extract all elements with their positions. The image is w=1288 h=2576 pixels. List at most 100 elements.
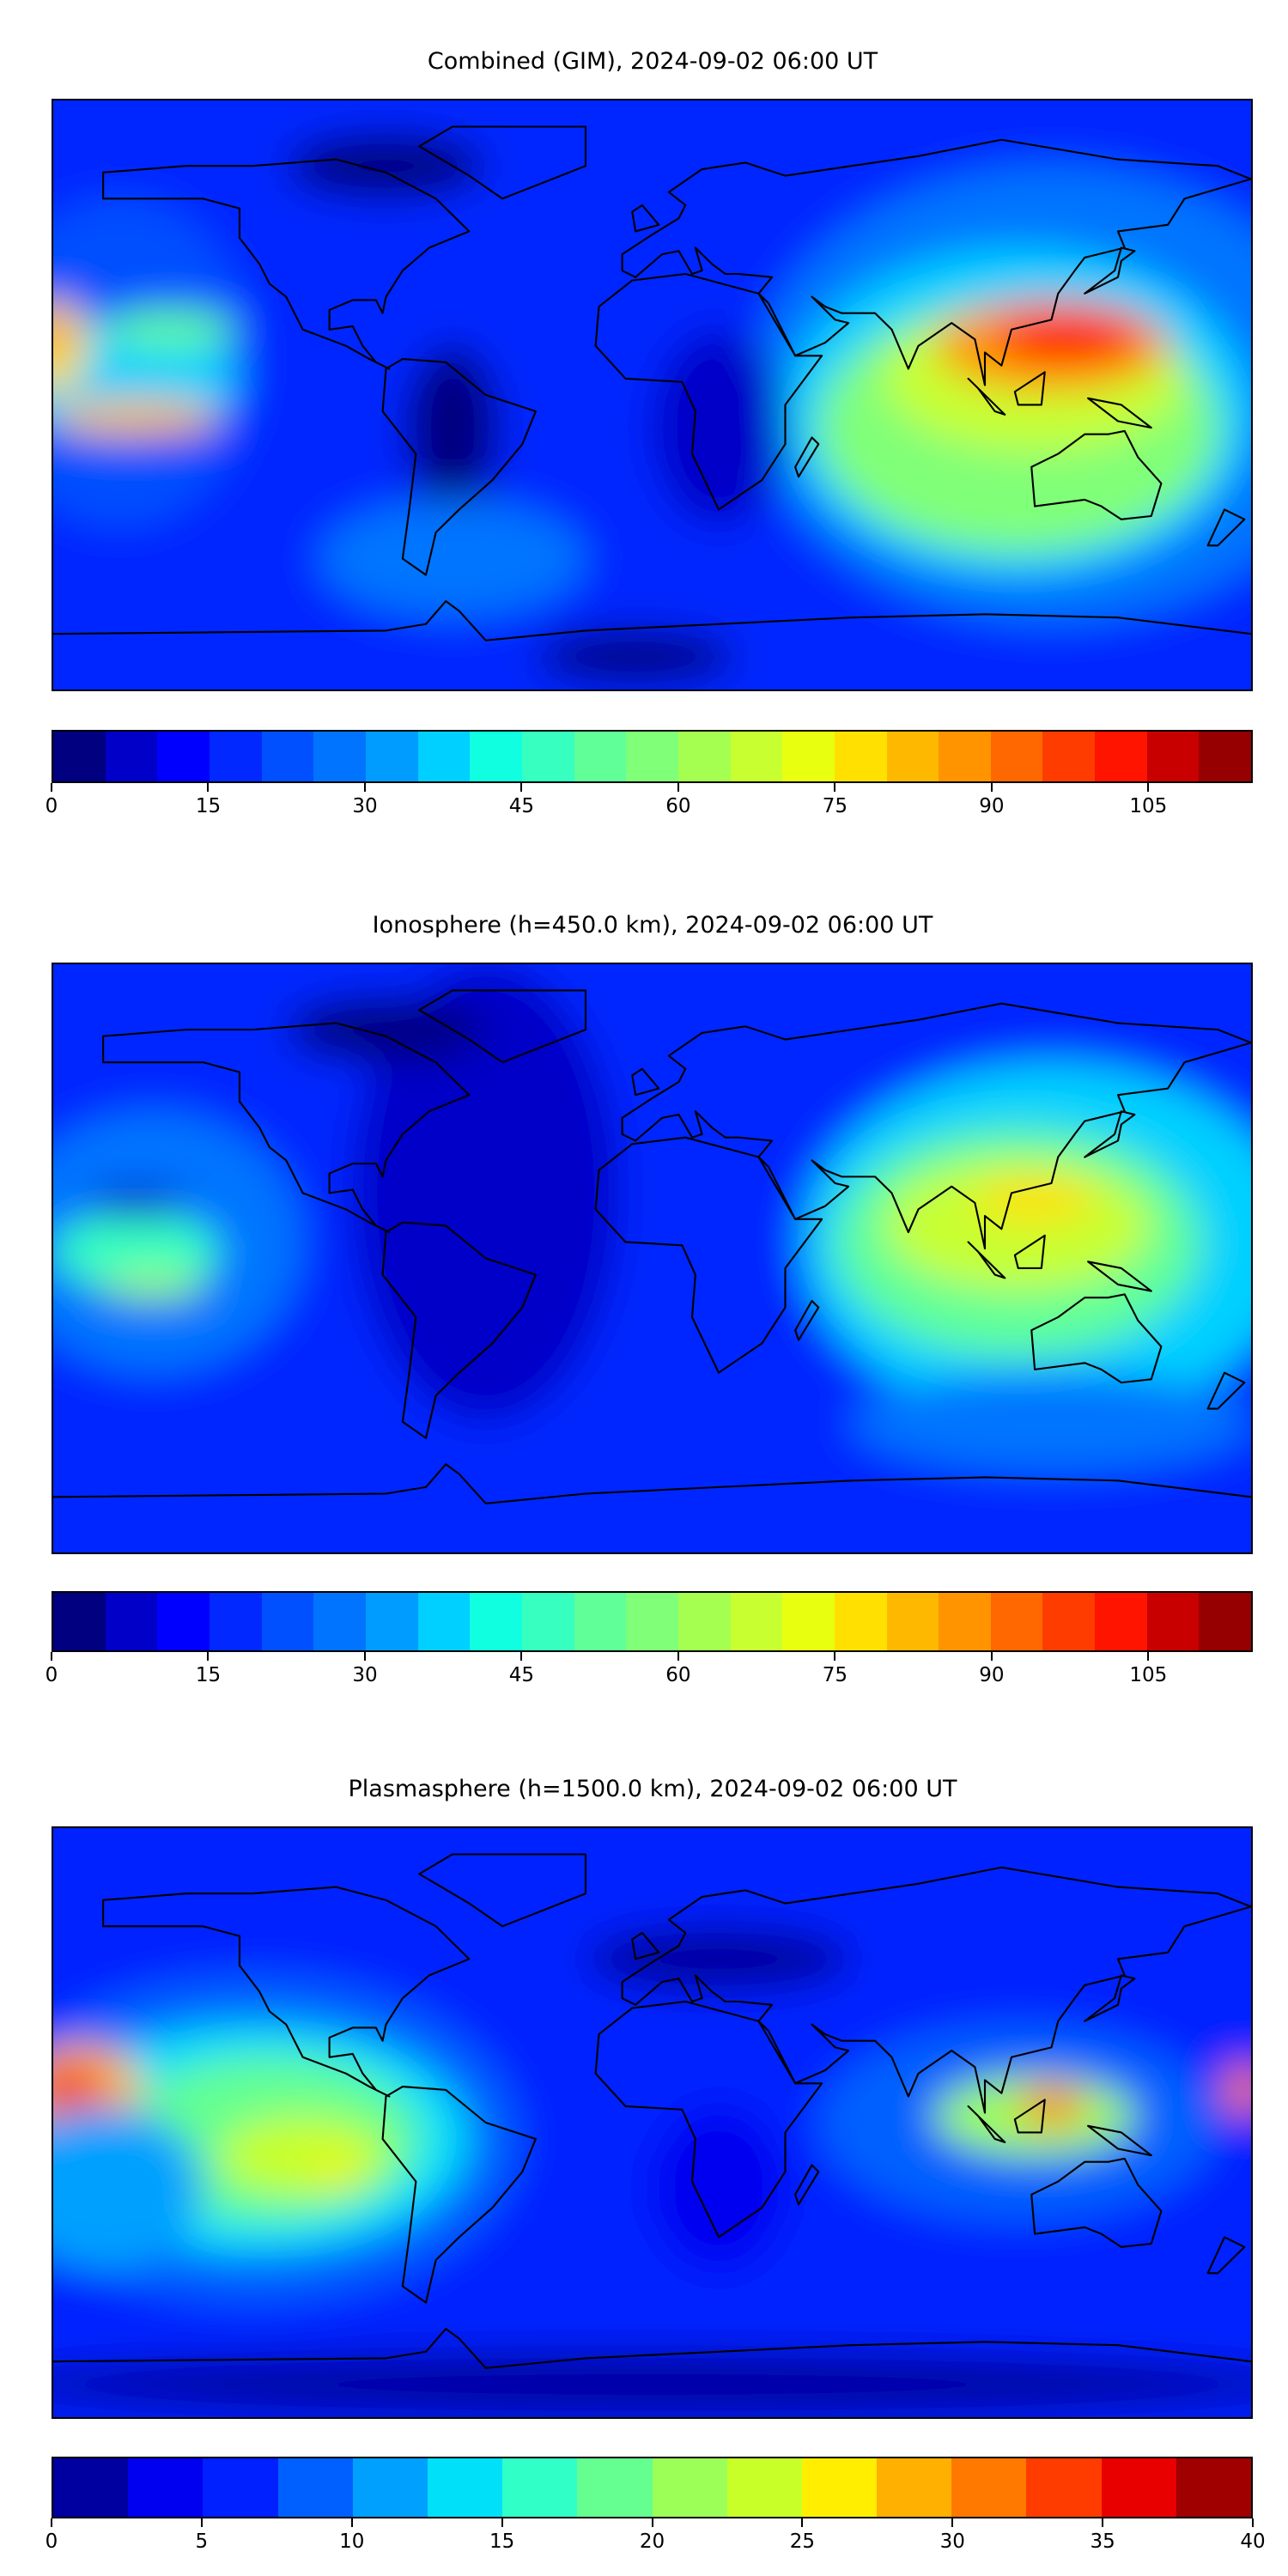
tick-label: 15 (489, 2530, 515, 2553)
tick-mark (1147, 1652, 1150, 1661)
tick-mark (1102, 2518, 1104, 2527)
colorbar1-ticks: 0 15 30 45 60 75 90 105 (46, 783, 1253, 835)
colorbar-level-18 (990, 1593, 1043, 1650)
field-layer (53, 964, 1251, 1552)
colorbar-level-13 (1026, 2458, 1102, 2517)
colorbar-level-5 (427, 2458, 503, 2517)
colorbar-level-9 (521, 732, 574, 781)
colorbar-level-15 (1176, 2458, 1251, 2517)
colorbar-level-2 (157, 1593, 210, 1650)
colorbar-level-21 (1146, 1593, 1200, 1650)
colorbar-level-7 (577, 2458, 653, 2517)
colorbar-level-6 (502, 2458, 578, 2517)
tick-label: 15 (195, 1664, 222, 1686)
tick-mark (990, 1652, 993, 1661)
map2-title: Ionosphere (h=450.0 km), 2024-09-02 06:0… (372, 912, 933, 939)
colorbar-level-9 (521, 1593, 574, 1650)
map1-canvas (53, 100, 1251, 690)
field-contour-region (405, 345, 500, 510)
tick-mark (51, 2518, 52, 2527)
tick-mark (520, 783, 523, 792)
tick-mark (677, 783, 679, 792)
tick-mark (363, 1652, 366, 1661)
colorbar-level-3 (209, 732, 262, 781)
tick-label: 60 (665, 795, 691, 817)
colorbar-level-10 (574, 732, 627, 781)
colorbar-level-8 (652, 2458, 727, 2517)
tick-mark (501, 2518, 503, 2527)
field-contour-region (975, 1176, 1095, 1223)
colorbar-level-11 (626, 1593, 678, 1650)
colorbar-level-17 (939, 1593, 991, 1650)
colorbar-level-9 (726, 2458, 802, 2517)
colorbar-level-15 (834, 732, 887, 781)
tick-mark (520, 1652, 523, 1661)
tick-mark (834, 1652, 836, 1661)
colorbar-level-16 (886, 732, 939, 781)
tick-mark (207, 783, 210, 792)
field-layer (53, 1828, 1251, 2417)
colorbar-level-12 (677, 732, 731, 781)
field-contour-region (53, 2073, 80, 2100)
field-contour-region (652, 2105, 786, 2270)
tick-label: 0 (45, 795, 58, 817)
field-contour-region (316, 2158, 356, 2185)
tick-label: 105 (1129, 1664, 1168, 1686)
tick-mark (651, 2518, 653, 2527)
tick-label: 10 (339, 2530, 365, 2553)
tick-mark (1252, 2518, 1254, 2527)
field-contour-region (652, 329, 786, 526)
colorbar-level-4 (352, 2458, 428, 2517)
map1-title: Combined (GIM), 2024-09-02 06:00 UT (427, 48, 878, 75)
field-contour-region (53, 316, 70, 356)
tick-mark (834, 783, 836, 792)
tick-mark (51, 783, 52, 792)
tick-label: 75 (822, 795, 848, 817)
colorbar-level-14 (782, 732, 835, 781)
tick-label: 35 (1090, 2530, 1115, 2553)
colorbar-level-3 (209, 1593, 262, 1650)
map2-canvas (53, 964, 1251, 1552)
colorbar-level-1 (128, 2458, 204, 2517)
colorbar-level-7 (417, 732, 471, 781)
colorbar-level-4 (261, 1593, 314, 1650)
field-contour-region (994, 309, 1142, 362)
colorbar-level-8 (470, 732, 522, 781)
tick-label: 105 (1129, 795, 1168, 817)
map2-ionosphere (52, 963, 1253, 1554)
colorbar-level-15 (834, 1593, 887, 1650)
tick-label: 90 (979, 795, 1005, 817)
field-contour-region (103, 309, 237, 349)
field-contour-region (1224, 2063, 1251, 2117)
colorbar-level-1 (105, 1593, 158, 1650)
map1-combined-gim (52, 99, 1253, 691)
tick-mark (200, 2518, 203, 2527)
colorbar-level-21 (1146, 732, 1200, 781)
map3-title: Plasmasphere (h=1500.0 km), 2024-09-02 0… (348, 1776, 957, 1802)
colorbar-level-22 (1199, 1593, 1252, 1650)
colorbar-level-7 (417, 1593, 471, 1650)
field-contour-region (219, 2116, 386, 2195)
colorbar-level-11 (877, 2458, 952, 2517)
field-contour-region (286, 133, 486, 199)
tick-mark (51, 1652, 52, 1661)
tick-mark (363, 783, 366, 792)
field-contour-region (852, 1372, 1251, 1471)
colorbar-level-18 (990, 732, 1043, 781)
colorbar-level-0 (53, 1593, 106, 1650)
tick-mark (1147, 783, 1150, 792)
field-layer (53, 100, 1251, 690)
colorbar3 (52, 2457, 1253, 2518)
colorbar-level-0 (53, 732, 106, 781)
colorbar-level-17 (939, 732, 991, 781)
tick-label: 75 (822, 1664, 848, 1686)
field-contour-region (103, 1271, 204, 1298)
colorbar-level-16 (886, 1593, 939, 1650)
field-contour-region (53, 2105, 204, 2270)
tick-label: 45 (508, 795, 535, 817)
tick-mark (677, 1652, 679, 1661)
colorbar1 (52, 730, 1253, 783)
field-contour-region (53, 1212, 220, 1291)
colorbar3-ticks: 0 5 10 15 20 25 30 35 40 (46, 2518, 1266, 2570)
tick-label: 60 (665, 1664, 691, 1686)
